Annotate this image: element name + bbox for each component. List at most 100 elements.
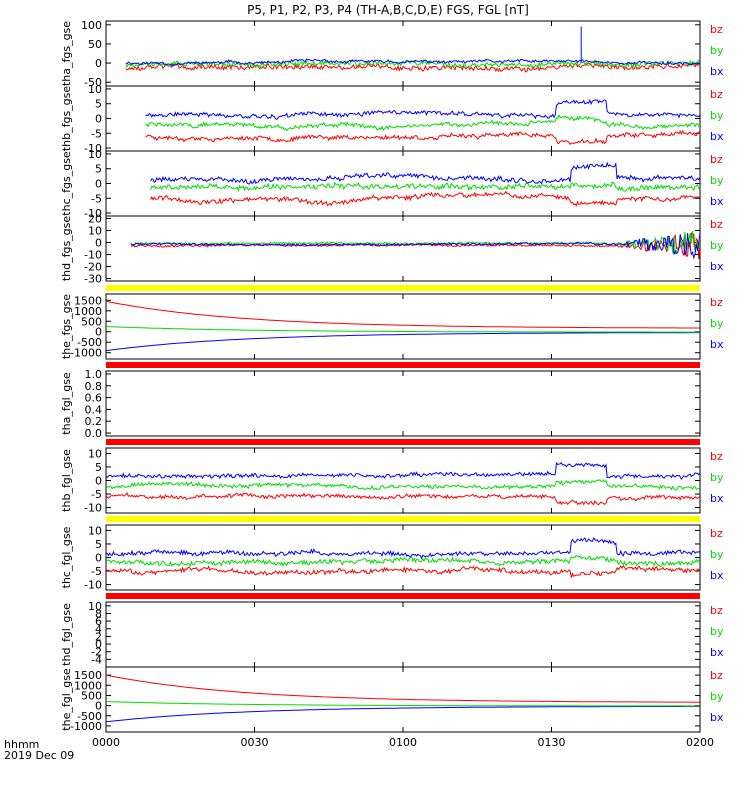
series-line-bz [106,300,700,329]
data-group [130,230,700,260]
y-tick-label: -10 [84,502,102,515]
legend-by: by [710,239,724,252]
series-line-bz [145,129,700,145]
panel-tha_fgs_gse: 100 50 0 -50 tha_fgs_gse bz by bx [60,19,724,89]
y-tick-label: -500 [77,710,102,723]
legend-bz: bz [710,23,723,36]
legend-by: by [710,625,724,638]
x-axis: hhmm 2019 Dec 09 0000 0030 0100 0130 0200 [4,736,714,762]
y-tick-label: 0 [95,113,102,126]
y-tick-label: 1500 [74,669,102,682]
y-tick-label: -4 [91,653,102,666]
y-tick-label: 5 [95,538,102,551]
legend-bx: bx [710,130,724,143]
data-group [106,461,700,506]
data-group [106,674,700,723]
data-group [125,26,700,73]
flag-bar [106,285,700,291]
y-tick-label: -30 [84,273,102,286]
panel-frame [105,293,701,360]
legend-bz: bz [710,669,723,682]
x-axis-corner-label: hhmm [4,738,39,751]
y-axis-label: thd_fgl_gse [60,603,73,666]
y-axis-label: thc_fgs_gse [60,151,73,216]
y-tick-label: 2 [95,630,102,643]
series-line-bx [106,537,700,560]
legend-bz: bz [710,153,723,166]
legend-by: by [710,548,724,561]
panel-frame [105,20,701,87]
y-tick-label: 500 [81,689,102,702]
y-tick-label: -10 [84,249,102,262]
series-line-bz [125,61,700,73]
series-line-bz [106,492,700,506]
y-axis-label: the_fgl_gse [60,668,73,731]
y-tick-label: 0 [95,57,102,70]
flag-bar [106,439,700,445]
legend-bx: bx [710,260,724,273]
y-tick-label: 1.0 [85,368,103,381]
y-tick-label: 0 [95,475,102,488]
y-tick-label: -5 [91,488,102,501]
flag-bar [106,362,700,368]
legend-bx: bx [710,195,724,208]
legend-bz: bz [710,88,723,101]
y-tick-label: 0.2 [85,415,103,428]
legend-bx: bx [710,646,724,659]
panel-tha_fgl_gse: 1.00.80.60.40.20.0 tha_fgl_gse [60,362,701,440]
y-tick-label: 8 [95,607,102,620]
y-axis-label: tha_fgl_gse [60,372,73,435]
legend-by: by [710,471,724,484]
x-tick-label: 0100 [389,736,417,749]
flag-bar [106,516,700,522]
y-tick-label: 50 [88,38,102,51]
series-line-by [106,326,700,333]
y-axis-label: thb_fgl_gse [60,449,73,512]
y-tick-label: 4 [95,623,102,636]
series-line-bx [150,161,700,185]
legend-bx: bx [710,338,724,351]
y-tick-label: 1000 [74,679,102,692]
series-line-by [106,554,700,568]
y-tick-label: 10 [88,83,102,96]
panel-frame [105,215,701,282]
series-line-bx [106,332,700,352]
panel-frame [105,601,701,668]
legend-by: by [710,174,724,187]
panel-thb_fgs_gse: 10 5 0-5 -10 thb_fgs_gse bz by bx [60,83,724,155]
y-tick-label: 5 [95,98,102,111]
panel-thc_fgs_gse: 10 5 0-5 -10 thc_fgs_gse bz by bx [60,148,724,220]
y-axis-label: thc_fgl_gse [60,526,73,588]
y-axis-label: the_fgs_gse [60,294,73,359]
y-tick-label: 10 [88,148,102,161]
flag-bar [106,593,700,599]
series-line-by [130,230,700,255]
y-tick-label: 0.6 [85,392,103,405]
y-tick-label: 10 [88,447,102,460]
x-tick-label: 0130 [538,736,566,749]
y-tick-label: 0 [95,178,102,191]
y-tick-label: 20 [88,212,102,225]
y-tick-label: -10 [84,142,102,155]
y-tick-label: -5 [91,127,102,140]
y-axis-label: thd_fgs_gse [60,216,73,282]
legend-bz: bz [710,218,723,231]
y-tick-label: 0 [95,236,102,249]
y-tick-label: 100 [81,19,102,32]
figure-title: P5, P1, P2, P3, P4 (TH-A,B,C,D,E) FGS, F… [247,3,529,17]
y-tick-label: 500 [81,315,102,328]
y-tick-label: 0 [95,326,102,339]
y-tick-label: 10 [88,524,102,537]
y-tick-label: -1000 [70,347,102,360]
legend-bx: bx [710,65,724,78]
series-line-bx [130,232,700,260]
x-tick-label: 0200 [686,736,714,749]
